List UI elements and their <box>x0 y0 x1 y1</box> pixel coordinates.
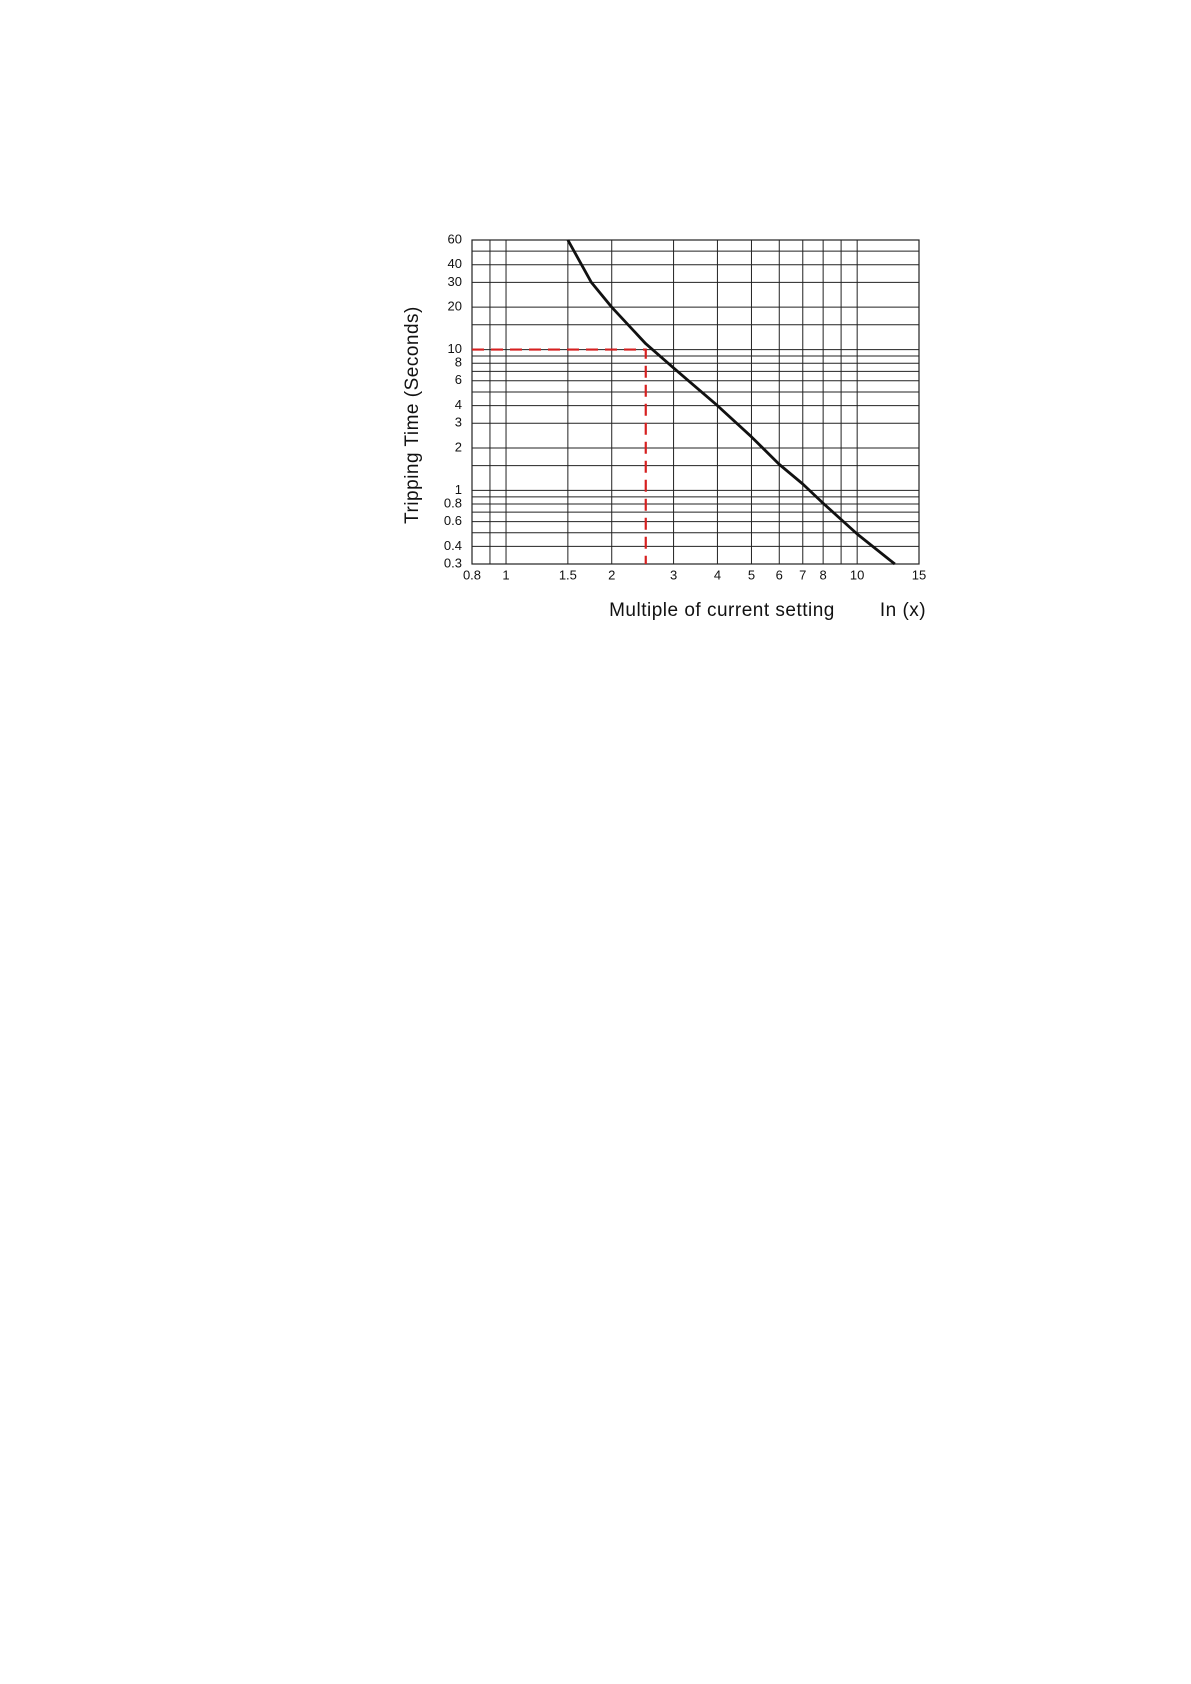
y-tick-label: 10 <box>448 341 462 356</box>
plot-frame <box>471 239 920 565</box>
y-axis-title: Tripping Time (Seconds) <box>402 306 423 524</box>
y-tick-label: 4 <box>455 397 462 412</box>
y-tick-label: 2 <box>455 439 462 454</box>
x-tick-label: 4 <box>714 567 721 582</box>
y-tick-label: 8 <box>455 355 462 370</box>
x-axis-title: Multiple of current setting <box>609 600 835 621</box>
x-tick-label: 7 <box>799 567 806 582</box>
curve <box>566 239 896 566</box>
x-tick-label: 5 <box>748 567 755 582</box>
y-tick-label: 0.8 <box>444 495 462 510</box>
x-tick-label: 1 <box>502 567 509 582</box>
x-tick-label: 1.5 <box>559 567 577 582</box>
x-tick-label: 15 <box>912 567 926 582</box>
y-tick-label: 1 <box>455 482 462 497</box>
x-tick-label: 8 <box>820 567 827 582</box>
y-tick-label: 3 <box>455 415 462 430</box>
reference-line <box>472 348 647 564</box>
y-tick-label: 0.6 <box>444 513 462 528</box>
y-tick-label: 30 <box>448 274 462 289</box>
x-axis-unit: In (x) <box>880 600 926 621</box>
y-tick-label: 20 <box>448 299 462 314</box>
x-tick-label: 0.8 <box>463 567 481 582</box>
y-tick-label: 6 <box>455 372 462 387</box>
x-tick-label: 6 <box>776 567 783 582</box>
x-tick-label: 3 <box>670 567 677 582</box>
x-tick-label: 10 <box>850 567 864 582</box>
y-tick-label: 40 <box>448 256 462 271</box>
y-tick-label: 60 <box>448 231 462 246</box>
x-tick-label: 2 <box>608 567 615 582</box>
y-tick-label: 0.4 <box>444 538 462 553</box>
y-tick-label: 0.3 <box>444 555 462 570</box>
